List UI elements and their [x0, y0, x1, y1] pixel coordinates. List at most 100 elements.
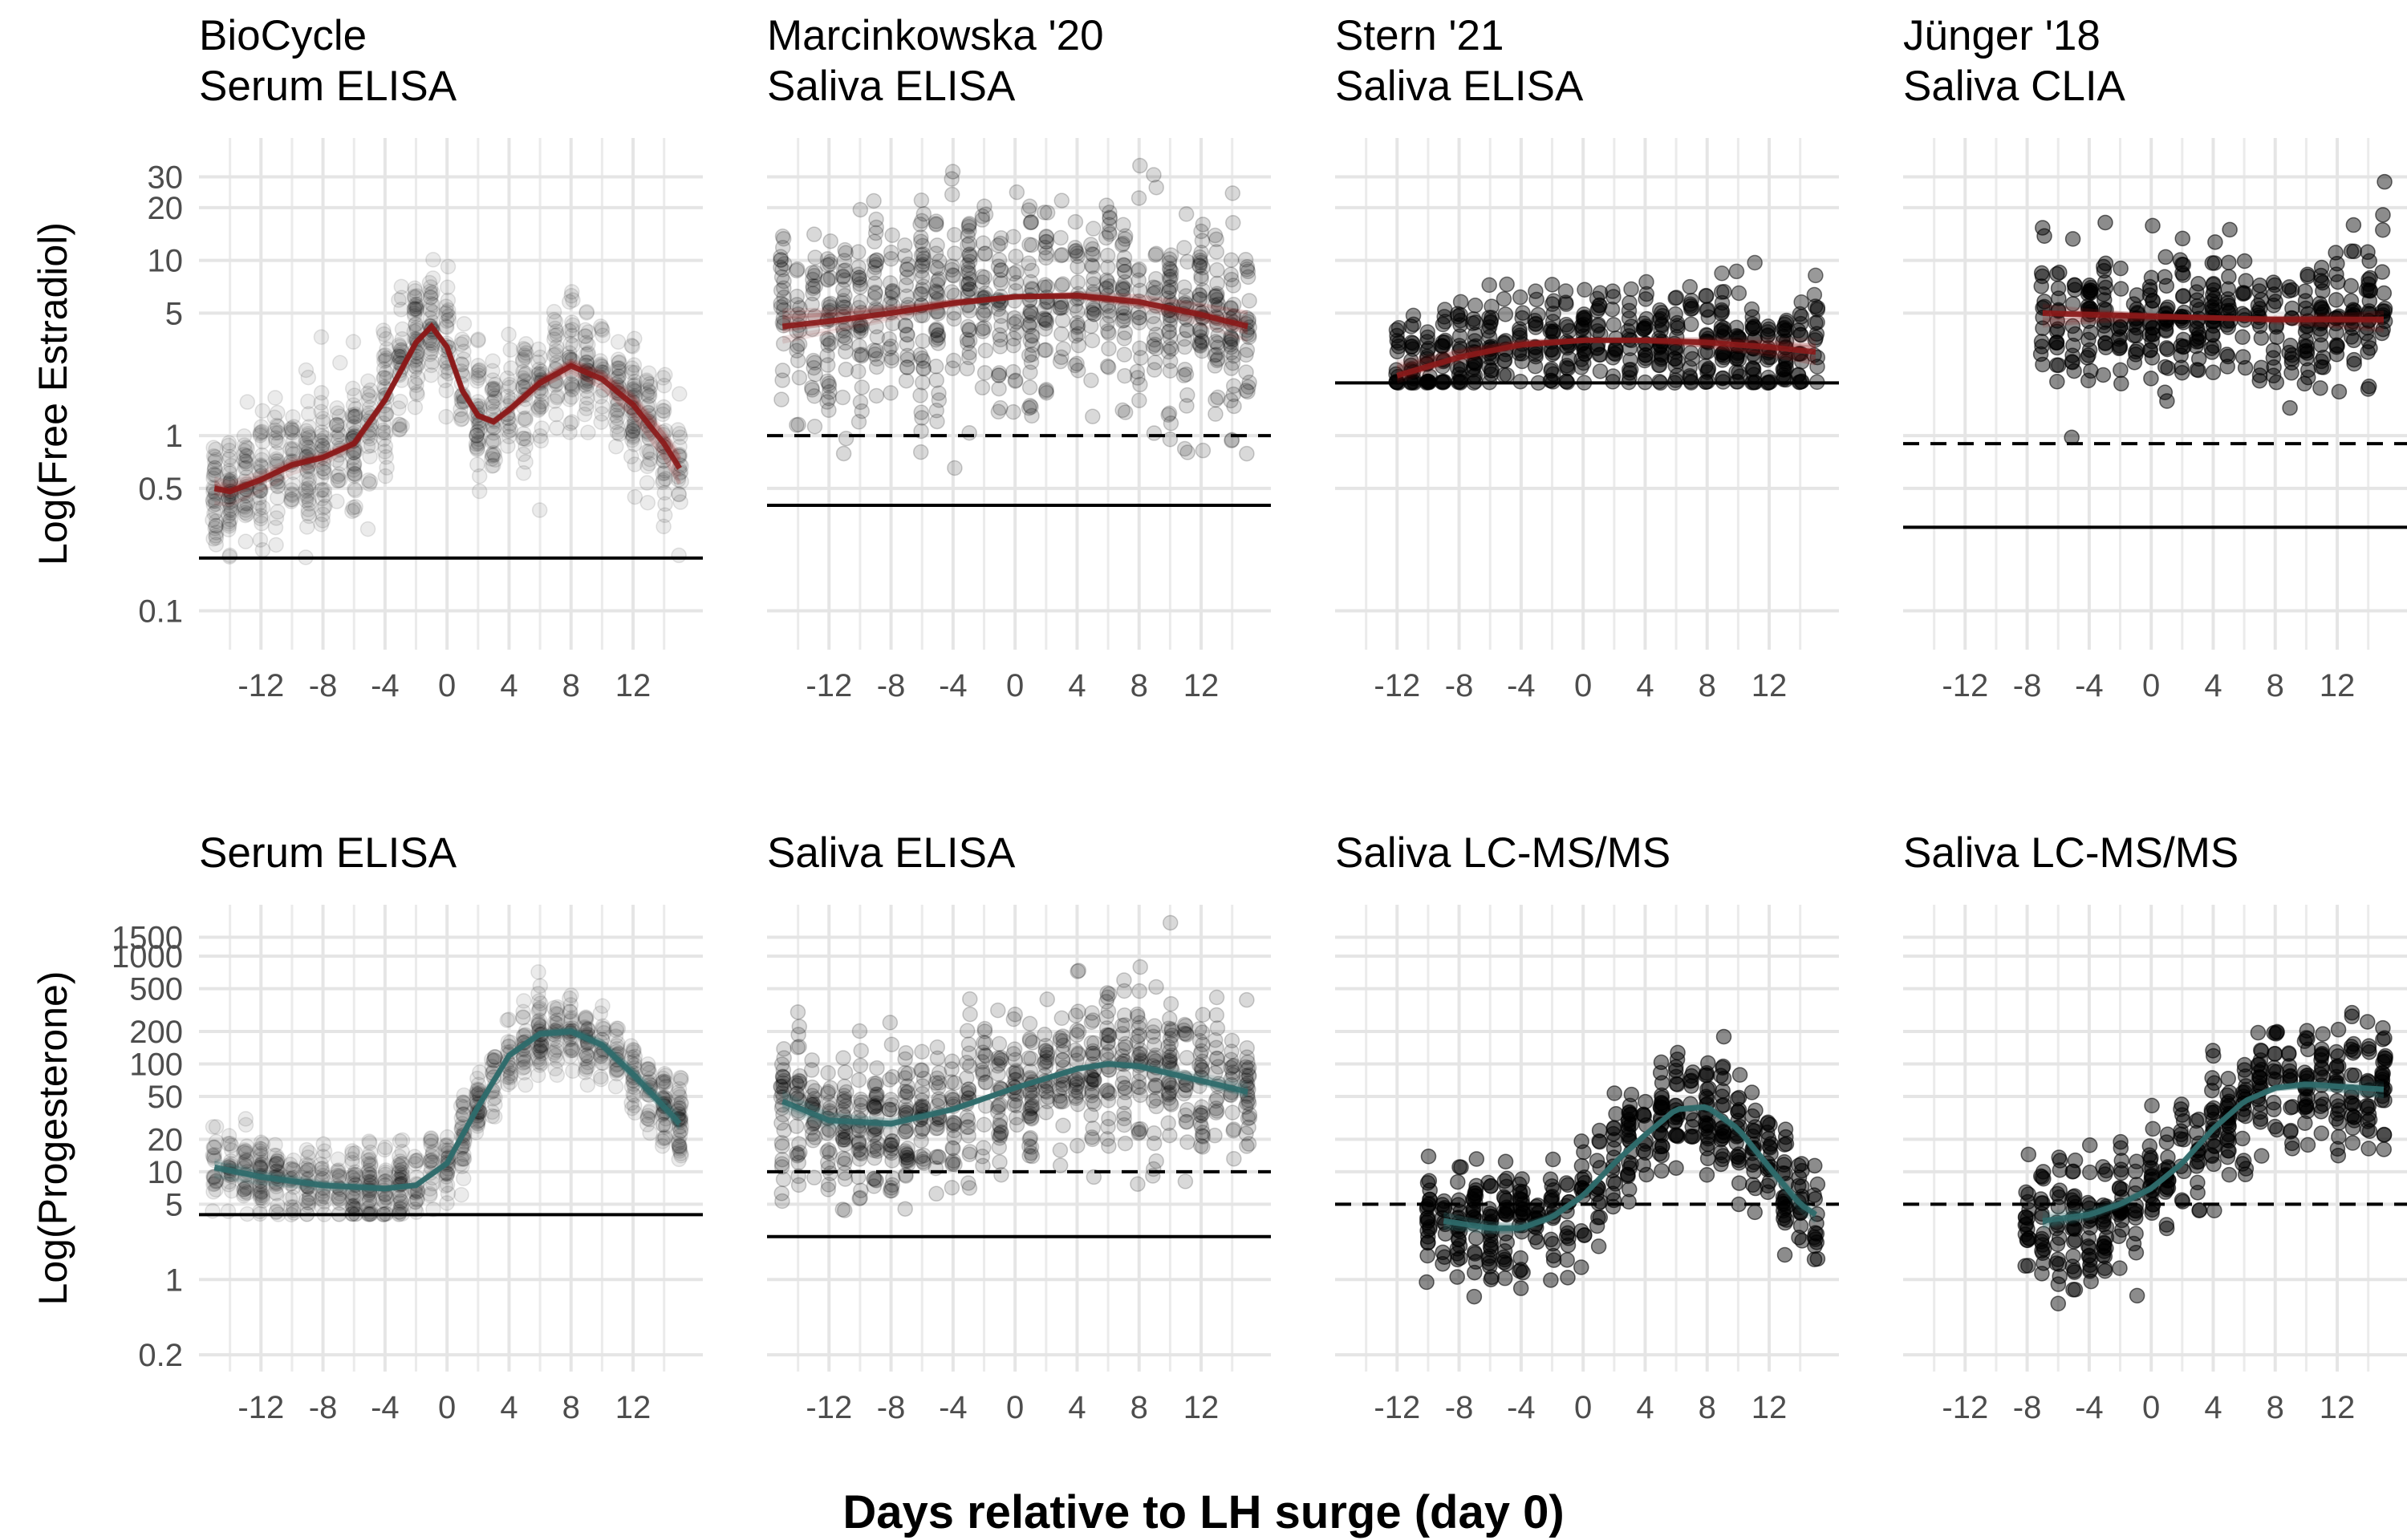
data-point: [1449, 1269, 1465, 1285]
data-point: [1021, 1131, 1038, 1147]
data-point: [284, 440, 301, 457]
data-point: [2067, 277, 2083, 294]
data-point: [1114, 1075, 1130, 1092]
data-point: [608, 1022, 624, 1039]
data-point: [1132, 376, 1148, 393]
data-point: [1403, 318, 1419, 334]
data-point: [671, 1087, 688, 1103]
data-point: [867, 1149, 883, 1166]
data-point: [329, 468, 346, 484]
data-point: [205, 467, 222, 483]
data-point: [1099, 1131, 1115, 1147]
data-point: [254, 452, 270, 468]
data-point: [1162, 914, 1179, 931]
data-point: [360, 472, 376, 488]
data-point: [2207, 234, 2223, 250]
data-point: [1054, 1052, 1070, 1068]
data-point: [377, 424, 394, 441]
y-tick-label: 0.5: [138, 472, 183, 507]
data-point: [251, 1203, 268, 1220]
data-point: [1511, 1176, 1528, 1193]
data-point: [1036, 310, 1053, 326]
data-point: [301, 508, 318, 525]
data-point: [978, 1074, 994, 1091]
data-point: [206, 462, 222, 478]
x-tick-label: 12: [615, 1390, 651, 1425]
panel-title-line2: Saliva ELISA: [1335, 63, 1584, 110]
data-point: [1544, 1151, 1561, 1168]
data-point: [1191, 258, 1208, 274]
panel-title-line2: Saliva CLIA: [1903, 63, 2126, 110]
data-point: [254, 459, 270, 476]
data-point: [1162, 363, 1179, 379]
data-point: [205, 530, 221, 547]
data-point: [408, 298, 425, 315]
scatter-points: [1388, 254, 1826, 391]
x-tick-label: 4: [1068, 668, 1086, 703]
data-point: [1452, 306, 1468, 323]
data-point: [375, 322, 392, 338]
data-point: [315, 460, 331, 477]
data-point: [1176, 240, 1192, 256]
x-tick-label: -12: [1374, 1390, 1420, 1425]
data-point: [1558, 358, 1575, 374]
data-point: [254, 447, 270, 464]
data-point: [1070, 274, 1086, 290]
data-point: [1592, 363, 1609, 379]
data-point: [469, 1070, 485, 1087]
data-point: [284, 486, 300, 502]
data-point: [1038, 228, 1054, 245]
data-point: [974, 208, 991, 225]
data-point: [207, 449, 223, 465]
data-point: [238, 448, 255, 464]
data-point: [223, 502, 240, 519]
data-point: [1037, 1059, 1054, 1075]
data-point: [313, 395, 329, 411]
x-tick-label: 4: [500, 668, 518, 703]
data-point: [239, 506, 255, 522]
data-point: [2222, 221, 2238, 238]
data-point: [912, 444, 929, 460]
data-point: [1419, 1198, 1435, 1215]
data-point: [346, 458, 362, 475]
data-point: [208, 529, 225, 546]
data-point: [267, 430, 284, 446]
data-point: [1131, 1124, 1147, 1141]
data-point: [2281, 344, 2297, 361]
data-point: [837, 1151, 854, 1168]
data-point: [1008, 249, 1024, 265]
data-point: [222, 448, 238, 465]
data-point: [1512, 1280, 1529, 1296]
data-point: [1544, 1235, 1561, 1252]
data-point: [377, 346, 393, 363]
data-point: [2251, 277, 2268, 294]
x-tick-label: -4: [371, 668, 400, 703]
data-point: [300, 393, 316, 410]
data-point: [486, 1108, 503, 1125]
data-point: [2188, 284, 2205, 300]
data-point: [1496, 1249, 1512, 1266]
data-point: [883, 245, 899, 261]
data-point: [1086, 306, 1102, 322]
data-point: [222, 500, 239, 517]
data-point: [1146, 167, 1162, 183]
data-point: [1021, 1050, 1037, 1067]
data-point: [1682, 278, 1699, 295]
data-point: [1208, 287, 1225, 304]
data-point: [1481, 1254, 1497, 1271]
data-point: [1133, 350, 1149, 366]
data-point: [898, 277, 915, 294]
data-point: [561, 391, 578, 407]
data-point: [407, 399, 424, 415]
data-point: [377, 468, 394, 484]
data-point: [2376, 285, 2393, 302]
data-point: [959, 1055, 975, 1071]
data-point: [237, 505, 254, 521]
data-point: [423, 1133, 440, 1149]
data-point: [2299, 369, 2316, 386]
data-point: [315, 513, 331, 529]
data-point: [897, 1201, 913, 1217]
data-point: [2096, 274, 2113, 290]
data-point: [239, 440, 256, 456]
